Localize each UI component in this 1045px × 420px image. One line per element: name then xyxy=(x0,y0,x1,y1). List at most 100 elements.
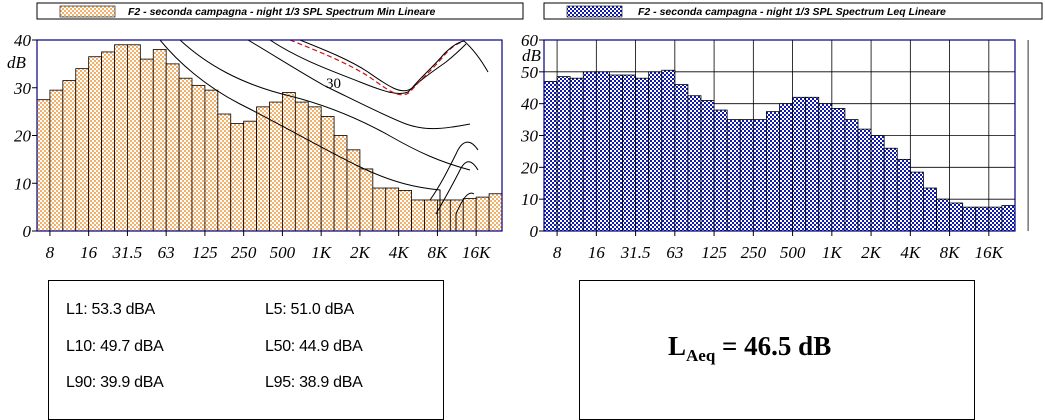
laeq-subscript: Aeq xyxy=(686,346,716,365)
bar xyxy=(243,120,257,232)
right-y-axis: 0 10 20 30 40 50 60 xyxy=(520,31,544,241)
bar xyxy=(114,44,128,232)
bar xyxy=(857,128,872,232)
x-tick-label: 31.5 xyxy=(620,243,651,262)
left-chart: 30 0 10 20 30 40 8 16 31.5 63 125 250 500 1K 2K 4K 8K 1… xyxy=(7,31,503,262)
right-x-axis: 8 16 31.5 63 125 250 500 1K 2K 4K 8K 16K xyxy=(553,231,1005,262)
x-tick-label: 250 xyxy=(231,243,257,262)
bar xyxy=(191,84,206,232)
bar xyxy=(556,76,571,232)
bar xyxy=(62,80,77,232)
bar xyxy=(424,199,438,232)
bar xyxy=(949,202,964,232)
y-tick-label: 10 xyxy=(521,190,539,209)
x-tick-label: 125 xyxy=(192,243,218,262)
bar xyxy=(687,95,702,232)
bar xyxy=(909,171,924,232)
left-contour-lines xyxy=(159,40,489,231)
bar xyxy=(726,119,741,232)
stat-l50: L50: 44.9 dBA xyxy=(265,338,363,355)
x-tick-label: 16K xyxy=(975,243,1005,262)
bar xyxy=(766,111,780,232)
y-tick-label: 40 xyxy=(521,95,539,114)
y-tick-label: 50 xyxy=(521,63,539,82)
bar xyxy=(818,103,833,232)
right-legend-swatch xyxy=(566,5,623,18)
bar xyxy=(217,113,232,232)
x-tick-label: 500 xyxy=(270,243,296,262)
bar xyxy=(282,92,296,232)
right-legend-text: F2 - seconda campagna - night 1/3 SPL Sp… xyxy=(638,6,946,18)
contour-line xyxy=(429,141,479,201)
laeq-symbol: L xyxy=(668,331,687,361)
y-tick-label: 20 xyxy=(14,127,32,146)
bar xyxy=(975,206,990,232)
bar xyxy=(256,106,270,232)
bar xyxy=(674,84,689,232)
left-y-axis: 0 10 20 30 40 xyxy=(13,31,37,241)
bar xyxy=(49,89,64,232)
bar xyxy=(870,135,885,232)
left-legend-text: F2 - seconda campagna - night 1/3 SPL Sp… xyxy=(128,6,435,18)
x-tick-label: 63 xyxy=(666,243,683,262)
x-tick-label: 16 xyxy=(80,243,98,262)
stat-l10: L10: 49.7 dBA xyxy=(66,338,164,355)
bar xyxy=(661,69,676,232)
bar xyxy=(923,187,937,232)
bar xyxy=(359,168,374,232)
bar xyxy=(648,71,663,232)
bar xyxy=(462,198,477,232)
contour-line xyxy=(179,40,471,171)
x-tick-label: 1K xyxy=(822,243,844,262)
bar xyxy=(101,51,115,232)
x-tick-label: 2K xyxy=(350,243,372,262)
bar xyxy=(543,80,558,232)
left-bars-group xyxy=(36,44,503,232)
bar xyxy=(475,196,490,232)
stat-l90: L90: 39.9 dBA xyxy=(66,374,164,391)
bar xyxy=(165,63,180,232)
bar xyxy=(398,190,412,232)
left-legend: F2 - seconda campagna - night 1/3 SPL Sp… xyxy=(36,2,524,20)
right-chart: 0 10 20 30 40 50 60 8 16 31.5 63 125 250 500 1K 2K 4K 8K… xyxy=(520,31,1029,262)
bar xyxy=(411,199,425,232)
x-tick-label: 4K xyxy=(900,243,922,262)
bar xyxy=(844,119,859,232)
x-tick-label: 2K xyxy=(861,243,883,262)
stat-l95: L95: 38.9 dBA xyxy=(265,374,363,391)
bar xyxy=(1001,205,1016,232)
bar xyxy=(779,103,793,232)
bar xyxy=(178,77,193,232)
y-tick-label: 40 xyxy=(14,31,32,50)
bar xyxy=(962,206,977,232)
bar xyxy=(883,147,898,232)
bar xyxy=(204,89,219,232)
contour-line xyxy=(247,40,471,130)
y-tick-label: 20 xyxy=(521,158,539,177)
left-legend-swatch xyxy=(59,5,116,18)
bar xyxy=(437,199,451,232)
bar xyxy=(320,116,335,232)
bar xyxy=(792,96,807,232)
bar xyxy=(635,77,650,232)
bar xyxy=(831,108,846,232)
x-tick-label: 250 xyxy=(741,243,767,262)
y-tick-label: 0 xyxy=(23,222,32,241)
bar xyxy=(88,56,102,232)
y-tick-label: 60 xyxy=(521,31,539,50)
laeq-value-text: LAeq = 46.5 dB xyxy=(668,331,831,366)
contour-line xyxy=(455,192,475,231)
right-bars-group xyxy=(543,69,1016,232)
right-legend: F2 - seconda campagna - night 1/3 SPL Sp… xyxy=(543,2,1043,20)
y-tick-label: 30 xyxy=(520,127,539,146)
bar xyxy=(739,119,754,232)
bar xyxy=(127,44,141,232)
x-tick-label: 16 xyxy=(588,243,606,262)
right-unit-label: dB xyxy=(522,46,542,65)
left-unit-label: dB xyxy=(7,53,27,72)
bar xyxy=(896,158,911,232)
bar xyxy=(609,74,623,232)
bar xyxy=(752,119,767,232)
x-tick-label: 1K xyxy=(311,243,333,262)
contour-line xyxy=(435,161,479,215)
